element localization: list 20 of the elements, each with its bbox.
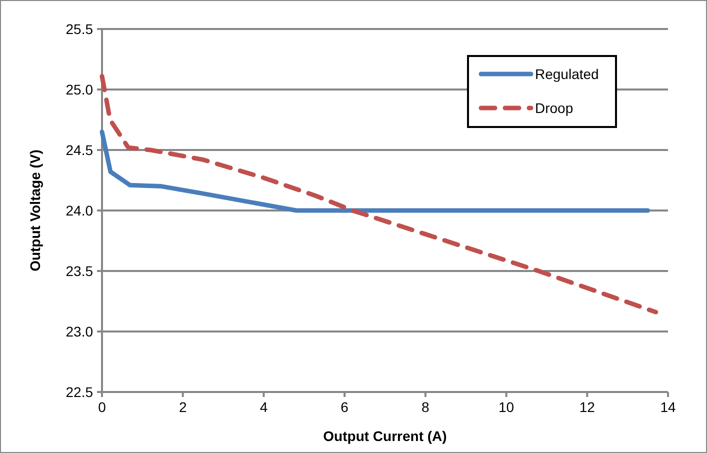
y-tick-label: 23.5 bbox=[66, 262, 94, 279]
legend-label: Regulated bbox=[535, 66, 599, 82]
x-tick-label: 2 bbox=[178, 399, 187, 415]
x-tick-label: 14 bbox=[660, 399, 676, 415]
x-tick-label: 12 bbox=[579, 399, 596, 415]
y-tick-label: 22.5 bbox=[66, 384, 94, 400]
y-axis-title: Output Voltage (V) bbox=[27, 150, 43, 272]
y-tick-label: 24.5 bbox=[66, 142, 94, 158]
x-tick-label: 0 bbox=[98, 399, 106, 415]
x-tick-label: 6 bbox=[340, 399, 349, 415]
x-tick-label: 4 bbox=[260, 399, 268, 415]
legend-label: Droop bbox=[535, 100, 574, 116]
y-tick-label: 25.5 bbox=[66, 20, 94, 37]
y-tick-label: 23.0 bbox=[66, 323, 94, 340]
y-tick-label: 24.0 bbox=[66, 202, 94, 218]
x-tick-label: 8 bbox=[422, 399, 430, 415]
x-tick-label: 10 bbox=[498, 399, 514, 415]
x-axis-title: Output Current (A) bbox=[323, 428, 447, 444]
y-tick-label: 25.0 bbox=[66, 81, 94, 98]
line-series bbox=[100, 130, 650, 213]
